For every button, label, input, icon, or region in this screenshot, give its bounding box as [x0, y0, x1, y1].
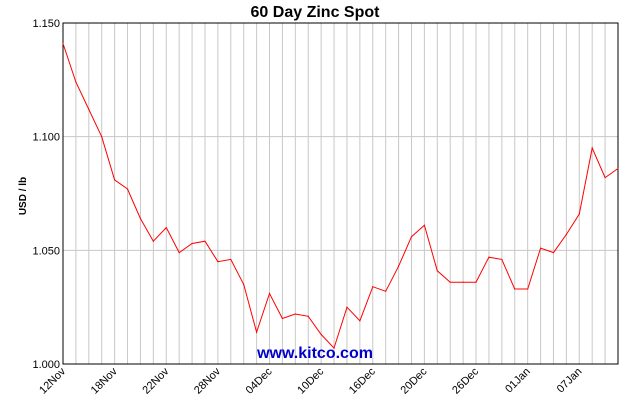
data-point: [75, 81, 77, 83]
data-point: [488, 256, 490, 258]
data-point: [333, 347, 335, 349]
data-point: [230, 258, 232, 261]
x-tick-labels: 12Nov 18Nov 22Nov 28Nov 04Dec 10Dec 16Dec 20Dec…: [37, 365, 584, 396]
data-point: [436, 270, 438, 272]
data-point: [178, 252, 180, 254]
y-tick-label: 1.100: [32, 132, 60, 144]
data-point: [268, 292, 271, 295]
data-point: [501, 258, 503, 261]
x-tick-label: 07Jan: [555, 366, 585, 396]
data-point: [281, 317, 284, 320]
data-point: [617, 167, 619, 170]
x-tick-label: 20Dec: [399, 365, 430, 396]
data-point: [294, 313, 296, 315]
data-point: [139, 217, 142, 220]
x-tick-label: 28Nov: [192, 365, 223, 396]
data-point: [88, 108, 90, 110]
x-tick-label: 10Dec: [295, 365, 326, 396]
data-point: [217, 261, 219, 263]
data-point: [320, 333, 322, 336]
series-group: [62, 42, 619, 350]
data-point: [385, 290, 387, 292]
data-point: [101, 136, 103, 138]
x-tick-label: 22Nov: [140, 365, 171, 396]
data-point: [591, 147, 593, 149]
data-point: [578, 213, 580, 215]
x-tick-label: 26Dec: [450, 365, 481, 396]
data-point: [346, 306, 348, 308]
watermark: www.kitco.com: [256, 345, 373, 362]
data-point: [165, 227, 167, 229]
data-point: [307, 315, 309, 317]
data-point: [256, 331, 258, 333]
plot-area-border: [62, 22, 619, 365]
x-tick-label: 18Nov: [89, 365, 120, 396]
x-tick-label: 01Jan: [503, 366, 533, 396]
data-point: [397, 265, 400, 267]
data-point: [126, 188, 129, 190]
data-point: [372, 286, 374, 288]
y-tick-label: 1.050: [32, 245, 60, 257]
data-point: [449, 281, 451, 283]
data-point: [359, 320, 361, 322]
data-point: [552, 252, 555, 254]
data-point: [475, 281, 477, 283]
chart-title: 60 Day Zinc Spot: [251, 4, 381, 21]
data-point: [204, 240, 206, 242]
data-point: [565, 233, 567, 236]
y-tick-label: 1.000: [32, 359, 60, 371]
data-point: [539, 247, 542, 249]
series-line: [62, 43, 619, 350]
data-point: [114, 179, 116, 181]
data-point: [462, 281, 464, 283]
y-tick-labels: 1.000 1.050 1.100 1.150: [32, 18, 60, 371]
data-point: [152, 240, 154, 242]
data-point: [243, 283, 245, 286]
data-point: [423, 224, 425, 226]
y-tick-label: 1.150: [32, 18, 60, 30]
data-point: [514, 288, 516, 290]
data-point: [527, 288, 529, 290]
data-point: [410, 236, 413, 238]
x-tick-label: 04Dec: [244, 365, 275, 396]
x-tick-label: 16Dec: [347, 365, 378, 396]
data-point: [62, 42, 64, 45]
data-point: [604, 176, 606, 179]
data-point: [191, 242, 193, 245]
y-axis-label: USD / lb: [18, 177, 29, 215]
grid: [63, 22, 618, 365]
